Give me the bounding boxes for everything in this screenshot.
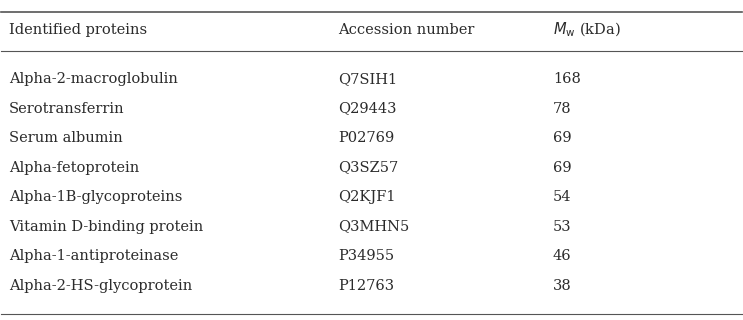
Text: Q3SZ57: Q3SZ57 [338,161,398,175]
Text: 69: 69 [553,161,571,175]
Text: 78: 78 [553,102,571,116]
Text: Serum albumin: Serum albumin [9,131,123,145]
Text: Q7SIH1: Q7SIH1 [338,72,398,86]
Text: Q29443: Q29443 [338,102,397,116]
Text: Q3MHN5: Q3MHN5 [338,220,409,234]
Text: Identified proteins: Identified proteins [9,23,147,37]
Text: Alpha-1-antiproteinase: Alpha-1-antiproteinase [9,249,178,263]
Text: 168: 168 [553,72,581,86]
Text: 69: 69 [553,131,571,145]
Text: 54: 54 [553,190,571,204]
Text: P34955: P34955 [338,249,395,263]
Text: 38: 38 [553,279,571,292]
Text: Vitamin D-binding protein: Vitamin D-binding protein [9,220,203,234]
Text: Serotransferrin: Serotransferrin [9,102,124,116]
Text: Alpha-fetoprotein: Alpha-fetoprotein [9,161,139,175]
Text: Alpha-1B-glycoproteins: Alpha-1B-glycoproteins [9,190,182,204]
Text: 46: 46 [553,249,571,263]
Text: 53: 53 [553,220,571,234]
Text: Q2KJF1: Q2KJF1 [338,190,396,204]
Text: Accession number: Accession number [338,23,475,37]
Text: P02769: P02769 [338,131,395,145]
Text: Alpha-2-HS-glycoprotein: Alpha-2-HS-glycoprotein [9,279,192,292]
Text: $\mathit{M}_{\mathrm{w}}$ (kDa): $\mathit{M}_{\mathrm{w}}$ (kDa) [553,21,620,39]
Text: Alpha-2-macroglobulin: Alpha-2-macroglobulin [9,72,178,86]
Text: P12763: P12763 [338,279,395,292]
